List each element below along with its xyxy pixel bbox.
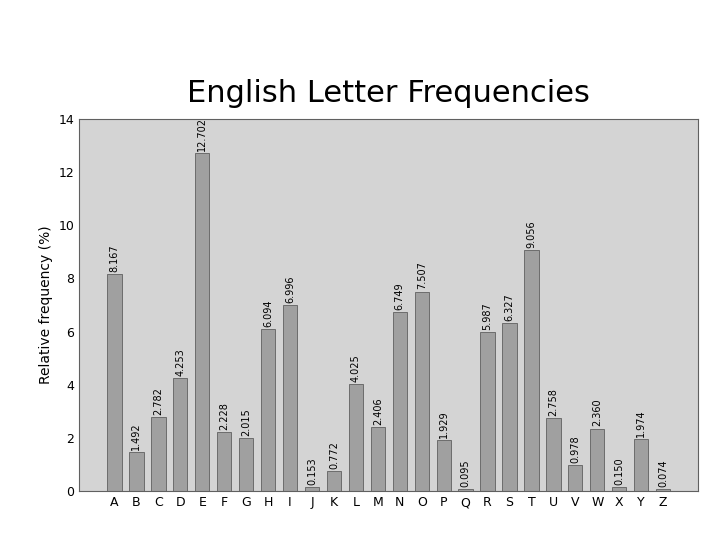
Text: 0.074: 0.074 bbox=[658, 460, 668, 487]
Text: 1.929: 1.929 bbox=[438, 410, 449, 438]
Bar bbox=[656, 489, 670, 491]
Bar bbox=[459, 489, 473, 491]
Text: 0.978: 0.978 bbox=[570, 436, 580, 463]
Bar bbox=[151, 417, 166, 491]
Bar bbox=[634, 439, 648, 491]
Text: 2.406: 2.406 bbox=[373, 397, 383, 425]
Bar bbox=[436, 440, 451, 491]
Bar bbox=[174, 378, 187, 491]
Text: 2.015: 2.015 bbox=[241, 408, 251, 436]
Text: 7.507: 7.507 bbox=[417, 261, 427, 289]
Text: 8.167: 8.167 bbox=[109, 244, 120, 272]
Text: 2.228: 2.228 bbox=[219, 402, 229, 430]
Text: 6.094: 6.094 bbox=[263, 300, 273, 327]
Bar bbox=[590, 429, 604, 491]
Text: 2.782: 2.782 bbox=[153, 387, 163, 415]
Text: 1.492: 1.492 bbox=[132, 422, 141, 450]
Text: 6.327: 6.327 bbox=[505, 293, 515, 321]
Bar bbox=[348, 384, 363, 491]
Bar bbox=[283, 305, 297, 491]
Text: 1.974: 1.974 bbox=[636, 409, 646, 437]
Bar bbox=[568, 465, 582, 491]
Text: 5.987: 5.987 bbox=[482, 302, 492, 330]
Bar bbox=[392, 312, 407, 491]
Bar bbox=[612, 488, 626, 491]
Bar bbox=[130, 451, 143, 491]
Text: 2.360: 2.360 bbox=[593, 399, 603, 427]
Text: 6.996: 6.996 bbox=[285, 275, 295, 303]
Title: English Letter Frequencies: English Letter Frequencies bbox=[187, 79, 590, 108]
Text: 0.772: 0.772 bbox=[329, 441, 339, 469]
Bar bbox=[415, 292, 429, 491]
Bar bbox=[524, 251, 539, 491]
Bar bbox=[480, 332, 495, 491]
Bar bbox=[305, 487, 319, 491]
Bar bbox=[239, 438, 253, 491]
Text: 0.153: 0.153 bbox=[307, 457, 317, 485]
Y-axis label: Relative frequency (%): Relative frequency (%) bbox=[39, 226, 53, 384]
Text: 6.749: 6.749 bbox=[395, 282, 405, 309]
Text: 0.095: 0.095 bbox=[461, 459, 471, 487]
Bar bbox=[195, 153, 210, 491]
Text: 12.702: 12.702 bbox=[197, 117, 207, 151]
Bar bbox=[261, 329, 275, 491]
Bar bbox=[546, 418, 561, 491]
Text: 2.758: 2.758 bbox=[549, 388, 559, 416]
Bar bbox=[371, 427, 385, 491]
Text: 9.056: 9.056 bbox=[526, 221, 536, 248]
Bar bbox=[107, 274, 122, 491]
Bar bbox=[503, 323, 517, 491]
Bar bbox=[217, 432, 231, 491]
Text: 4.025: 4.025 bbox=[351, 354, 361, 382]
Text: 4.253: 4.253 bbox=[175, 348, 185, 376]
Text: 0.150: 0.150 bbox=[614, 458, 624, 485]
Bar bbox=[327, 471, 341, 491]
